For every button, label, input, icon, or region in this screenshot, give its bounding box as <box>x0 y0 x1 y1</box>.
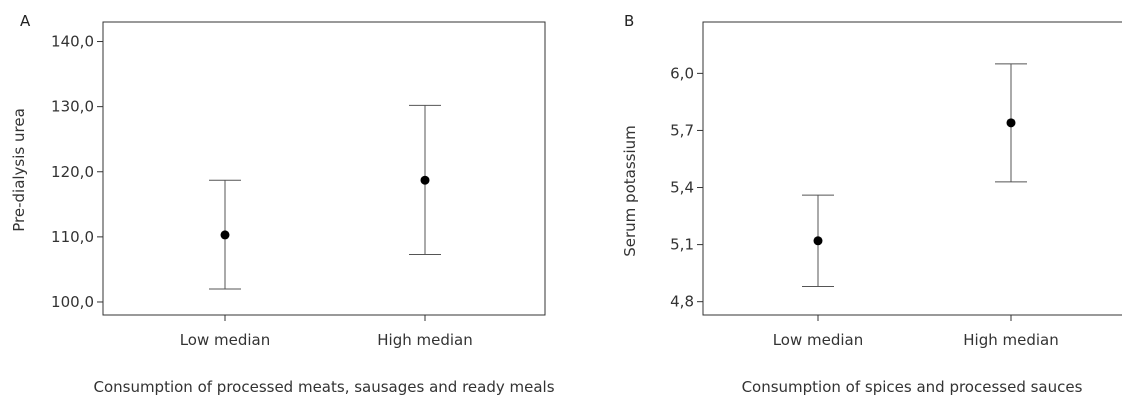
plot-frame <box>102 21 546 316</box>
x-axis-title: Consumption of processed meats, sausages… <box>93 378 554 396</box>
y-tick-label: 4,8 <box>670 293 694 311</box>
x-tick-label: High median <box>963 331 1058 349</box>
panel-a: A 100,0 110,0 120,0 130,0 140,0 Low median High… <box>10 12 555 396</box>
plot-frame <box>702 21 1122 316</box>
y-tick-label: 130,0 <box>51 98 94 116</box>
y-tick-label: 5,1 <box>670 236 694 254</box>
y-axis-title: Serum potassium <box>621 125 639 257</box>
mean-point <box>1006 118 1016 128</box>
y-tick-label: 100,0 <box>51 293 94 311</box>
x-axis-title: Consumption of spices and processed sauc… <box>742 378 1083 396</box>
x-tick-label: Low median <box>773 331 864 349</box>
mean-point <box>813 236 823 246</box>
x-tick-label: High median <box>377 331 472 349</box>
mean-point <box>420 175 430 185</box>
panel-b: B 4,8 5,1 5,4 5,7 6,0 Low median High median Ser… <box>621 12 1122 396</box>
panel-label: A <box>20 12 31 30</box>
y-tick-label: 5,7 <box>670 121 694 139</box>
mean-point <box>220 230 230 240</box>
y-tick-label: 120,0 <box>51 163 94 181</box>
x-tick-label: Low median <box>180 331 271 349</box>
y-tick-label: 110,0 <box>51 228 94 246</box>
y-axis-title: Pre-dialysis urea <box>10 108 28 232</box>
y-tick-label: 5,4 <box>670 179 694 197</box>
panel-label: B <box>624 12 634 30</box>
y-tick-label: 6,0 <box>670 64 694 82</box>
y-tick-label: 140,0 <box>51 33 94 51</box>
